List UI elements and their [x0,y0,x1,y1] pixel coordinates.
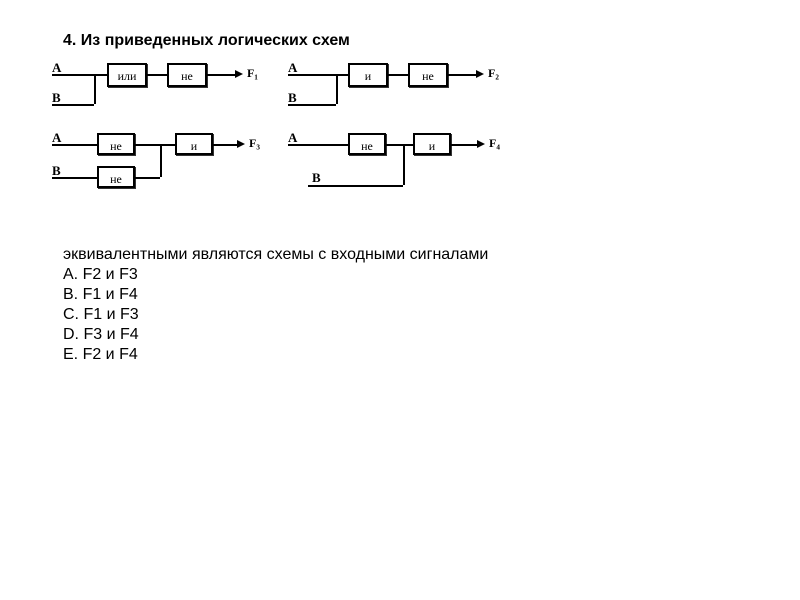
option-b: B. F1 и F4 [63,286,138,304]
gate-and: и [175,133,213,155]
gate-not: не [97,133,135,155]
gate-not: не [408,63,448,87]
output-f1: F₁ [247,66,258,81]
option-a: A. F2 и F3 [63,266,138,284]
arrow-icon [237,140,245,148]
input-b-label: B [312,170,321,186]
panel-f3: A B не не и F₃ [52,132,274,194]
page: 4. Из приведенных логических схем A B ил… [0,0,800,600]
panel-f1: A B или не F₁ [52,62,274,124]
gate-and: и [413,133,451,155]
panel-f2: A B и не F₂ [288,62,510,124]
gate-and: и [348,63,388,87]
question-subtext: эквивалентными являются схемы с входными… [63,246,488,264]
gate-not: не [97,166,135,188]
gate-or: или [107,63,147,87]
arrow-icon [476,70,484,78]
gate-not: не [167,63,207,87]
panel-f4: A B не и F₄ [288,132,510,194]
gate-not: не [348,133,386,155]
option-c: C. F1 и F3 [63,306,139,324]
output-f3: F₃ [249,136,260,151]
question-heading: 4. Из приведенных логических схем [63,32,350,50]
output-f2: F₂ [488,66,499,81]
option-d: D. F3 и F4 [63,326,139,344]
arrow-icon [235,70,243,78]
option-e: E. F2 и F4 [63,346,138,364]
output-f4: F₄ [489,136,500,151]
arrow-icon [477,140,485,148]
logic-diagram: A B или не F₁ A B и не [52,62,532,212]
